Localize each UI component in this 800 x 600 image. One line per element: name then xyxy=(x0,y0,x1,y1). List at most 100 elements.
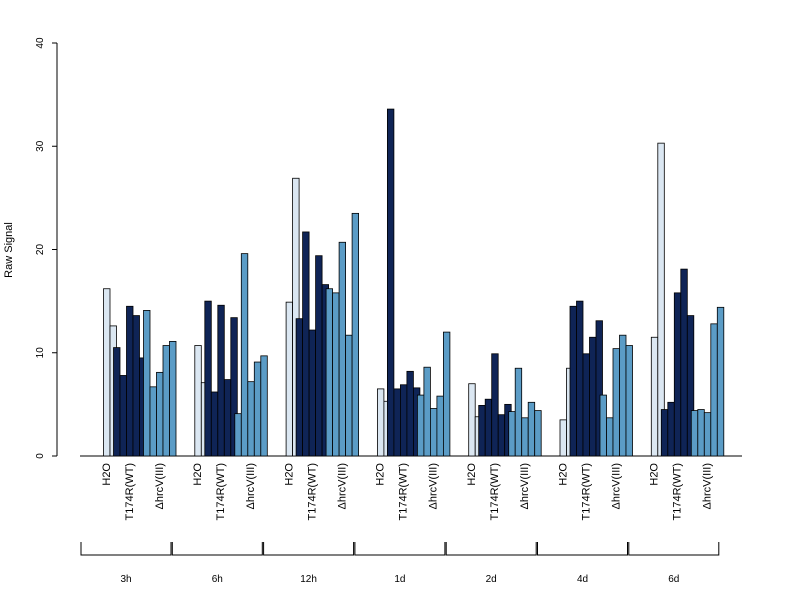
bar-12h-T174RWT-0 xyxy=(295,318,304,457)
bar-1d-T174RWT-1 xyxy=(393,388,401,457)
bars-layer xyxy=(103,108,725,457)
group-label-4d-2: ΔhrcV(III) xyxy=(610,463,622,509)
group-label-12h-1: T174R(WT) xyxy=(306,463,318,520)
bar-4d-hrcVIII-3 xyxy=(619,334,627,457)
bar-6d-hrcVIII-1 xyxy=(697,409,705,457)
group-label-3h-0: H2O xyxy=(101,463,113,486)
bar-4d-hrcVIII-4 xyxy=(625,345,633,457)
bar-1d-H2O-1 xyxy=(376,388,385,457)
bar-12h-hrcVIII-1 xyxy=(332,292,340,457)
bar-6d-T174RWT-1 xyxy=(667,401,675,457)
bar-6d-hrcVIII-0 xyxy=(690,410,699,457)
bar-6d-T174RWT-4 xyxy=(686,315,695,457)
bar-2d-T174RWT-0 xyxy=(478,405,486,457)
bar-6h-T174RWT-3 xyxy=(223,379,232,457)
bar-3h-hrcVIII-3 xyxy=(162,345,170,457)
bar-12h-T174RWT-1 xyxy=(302,231,310,457)
y-axis: 0 10 20 30 40 xyxy=(35,37,58,459)
time-label-4d: 4d xyxy=(577,574,588,585)
bar-12h-hrcVIII-4 xyxy=(351,212,360,457)
time-bracket-2d xyxy=(445,542,537,556)
group-label-6h-2: ΔhrcV(III) xyxy=(245,463,257,509)
time-bracket-6h xyxy=(171,542,263,556)
bar-3h-hrcVIII-1 xyxy=(149,386,157,457)
group-label-2d-1: T174R(WT) xyxy=(489,463,501,520)
bar-12h-T174RWT-2 xyxy=(308,329,317,457)
group-label-4d-1: T174R(WT) xyxy=(580,463,592,520)
group-label-6d-1: T174R(WT) xyxy=(672,463,684,520)
bar-1d-hrcVIII-2 xyxy=(429,408,438,457)
bar-4d-hrcVIII-1 xyxy=(606,417,614,457)
group-label-6h-1: T174R(WT) xyxy=(215,463,227,520)
bar-6h-hrcVIII-3 xyxy=(253,361,262,457)
bar-2d-T174RWT-3 xyxy=(497,414,506,457)
bar-6d-T174RWT-3 xyxy=(680,268,688,457)
group-label-1d-1: T174R(WT) xyxy=(398,463,410,520)
bar-6h-hrcVIII-1 xyxy=(240,253,249,457)
bar-3h-hrcVIII-2 xyxy=(156,371,164,457)
y-tick-label: 10 xyxy=(35,347,46,359)
bar-6h-T174RWT-2 xyxy=(217,304,225,457)
bar-4d-T174RWT-2 xyxy=(582,353,590,457)
group-label-2d-2: ΔhrcV(III) xyxy=(519,463,531,509)
time-bracket-6d xyxy=(628,542,720,556)
bar-2d-hrcVIII-2 xyxy=(521,417,529,457)
group-label-1d-2: ΔhrcV(III) xyxy=(428,463,440,509)
bar-3h-hrcVIII-0 xyxy=(143,310,151,457)
bar-6d-T174RWT-0 xyxy=(660,409,669,457)
time-bracket-4d xyxy=(537,542,628,556)
bar-2d-hrcVIII-4 xyxy=(534,410,542,457)
bar-6d-hrcVIII-2 xyxy=(703,412,712,457)
y-tick-label: 0 xyxy=(35,453,46,459)
bar-1d-T174RWT-3 xyxy=(406,370,414,457)
y-tick-label: 30 xyxy=(35,140,46,152)
time-label-3h: 3h xyxy=(120,574,131,585)
group-label-6d-0: H2O xyxy=(649,463,661,486)
bar-12h-hrcVIII-0 xyxy=(325,288,334,457)
bar-12h-hrcVIII-3 xyxy=(345,334,353,457)
y-tick-label: 40 xyxy=(35,37,46,49)
bar-6h-hrcVIII-2 xyxy=(247,381,255,457)
bar-4d-H2O-1 xyxy=(559,419,567,457)
group-label-3h-1: T174R(WT) xyxy=(124,463,136,520)
group-label-6d-2: ΔhrcV(III) xyxy=(702,463,714,509)
group-label-12h-2: ΔhrcV(III) xyxy=(336,463,348,509)
group-label-6h-0: H2O xyxy=(192,463,204,486)
bar-6d-hrcVIII-4 xyxy=(716,306,725,457)
bar-4d-T174RWT-1 xyxy=(576,300,584,457)
bar-6h-hrcVIII-4 xyxy=(260,355,268,457)
bar-6h-T174RWT-1 xyxy=(210,391,219,457)
time-bracket-12h xyxy=(263,542,355,556)
bar-4d-hrcVIII-0 xyxy=(599,394,607,457)
time-label-6h: 6h xyxy=(212,574,223,585)
bar-12h-H2O-1 xyxy=(285,301,294,457)
bar-2d-hrcVIII-1 xyxy=(514,367,523,457)
bar-2d-hrcVIII-3 xyxy=(527,401,536,457)
bar-2d-hrcVIII-0 xyxy=(508,411,516,457)
time-label-2d: 2d xyxy=(486,574,497,585)
bar-3h-H2O-1 xyxy=(103,288,111,457)
bar-6h-H2O-1 xyxy=(194,345,202,457)
time-label-12h: 12h xyxy=(300,574,317,585)
bar-1d-hrcVIII-3 xyxy=(436,395,444,457)
bar-3h-hrcVIII-4 xyxy=(169,340,177,457)
bar-3h-T174RWT-2 xyxy=(126,305,134,457)
bar-3h-T174RWT-1 xyxy=(119,375,127,457)
bar-6h-hrcVIII-0 xyxy=(234,413,242,457)
group-label-1d-0: H2O xyxy=(375,463,387,486)
y-tick-label: 20 xyxy=(35,244,46,256)
bar-3h-T174RWT-0 xyxy=(113,347,121,457)
y-axis-title: Raw Signal xyxy=(3,222,15,278)
bar-2d-T174RWT-2 xyxy=(491,353,499,457)
bar-4d-T174RWT-4 xyxy=(595,320,603,457)
group-label-3h-2: ΔhrcV(III) xyxy=(154,463,166,509)
group-label-4d-0: H2O xyxy=(557,463,569,486)
time-label-6d: 6d xyxy=(668,574,679,585)
group-label-12h-0: H2O xyxy=(283,463,295,486)
bar-6h-T174RWT-0 xyxy=(204,300,212,457)
time-label-1d: 1d xyxy=(394,574,405,585)
time-bracket-1d xyxy=(354,542,446,556)
bar-4d-T174RWT-0 xyxy=(569,305,577,457)
bar-1d-hrcVIII-4 xyxy=(442,331,451,457)
bar-1d-hrcVIII-0 xyxy=(416,394,425,457)
